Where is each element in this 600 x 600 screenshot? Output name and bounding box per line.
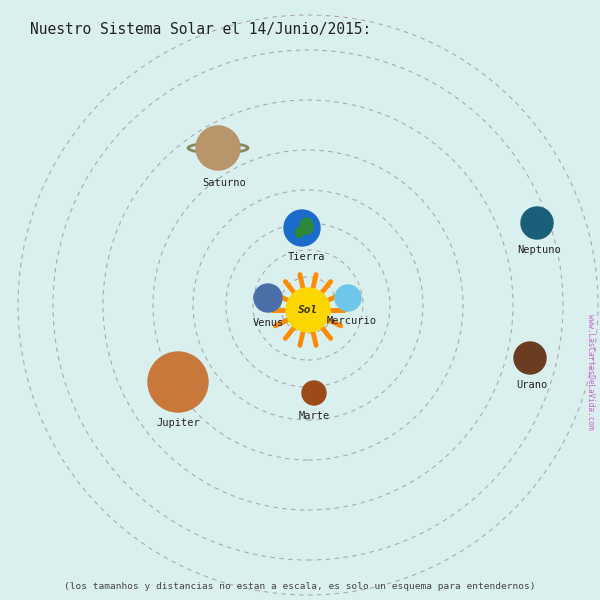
Text: Neptuno: Neptuno (517, 245, 561, 255)
Text: Urano: Urano (517, 380, 548, 390)
Circle shape (286, 288, 330, 332)
Text: (los tamanhos y distancias no estan a escala, es solo un esquema para entenderno: (los tamanhos y distancias no estan a es… (64, 582, 536, 591)
Text: www.LasCartasDeLaVida.com: www.LasCartasDeLaVida.com (586, 314, 595, 430)
Text: Tierra: Tierra (287, 252, 325, 262)
Text: Mercurio: Mercurio (327, 316, 377, 326)
Ellipse shape (295, 227, 304, 238)
Circle shape (196, 126, 240, 170)
Circle shape (335, 285, 361, 311)
Circle shape (302, 381, 326, 405)
Text: Sol: Sol (298, 305, 318, 315)
Circle shape (521, 207, 553, 239)
Text: Jupiter: Jupiter (156, 418, 200, 428)
Text: Nuestro Sistema Solar el 14/Junio/2015:: Nuestro Sistema Solar el 14/Junio/2015: (30, 22, 371, 37)
Text: Saturno: Saturno (202, 178, 246, 188)
Circle shape (148, 352, 208, 412)
Text: Venus: Venus (253, 318, 284, 328)
Ellipse shape (300, 218, 313, 234)
Text: Marte: Marte (298, 411, 329, 421)
Circle shape (514, 342, 546, 374)
Circle shape (284, 210, 320, 246)
Circle shape (254, 284, 282, 312)
